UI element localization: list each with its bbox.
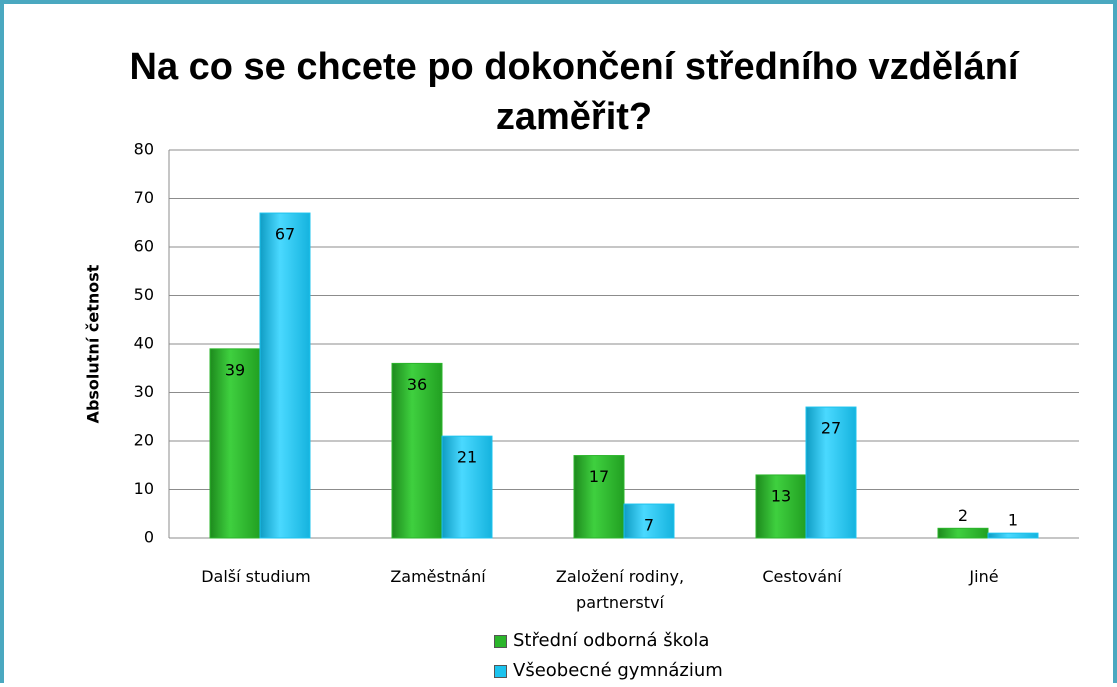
bar — [937, 527, 989, 539]
x-tick-label: Založení rodiny, partnerství — [555, 567, 685, 612]
bar — [755, 474, 807, 539]
bar — [623, 503, 675, 539]
y-tick-label: 20 — [134, 431, 154, 450]
legend: Střední odborná škola Všeobecné gymnázium — [494, 626, 723, 686]
legend-swatch — [494, 634, 507, 648]
y-tick-label: 50 — [134, 285, 154, 304]
data-label: 17 — [589, 467, 609, 486]
x-tick-label: Zaměstnání — [390, 567, 486, 586]
data-label: 21 — [457, 448, 477, 467]
x-tick-label: Jiné — [969, 567, 999, 586]
bar — [573, 455, 625, 539]
x-tick-label: Další studium — [201, 567, 311, 586]
legend-item: Střední odborná škola — [494, 626, 723, 656]
y-tick-label: 10 — [134, 479, 154, 498]
bar — [209, 348, 261, 539]
data-label: 1 — [1008, 511, 1018, 530]
legend-swatch — [494, 664, 507, 678]
bar — [441, 435, 493, 539]
bar — [987, 532, 1039, 539]
legend-label: Všeobecné gymnázium — [513, 660, 723, 681]
y-tick-label: 80 — [134, 140, 154, 159]
y-tick-label: 60 — [134, 237, 154, 256]
y-tick-label: 70 — [134, 188, 154, 207]
legend-item: Všeobecné gymnázium — [494, 656, 723, 686]
data-label: 13 — [771, 486, 791, 505]
bar — [805, 406, 857, 539]
data-label: 2 — [958, 506, 968, 525]
chart: Absolutní četnost 0 10 20 30 40 50 60 70 80 39 67 3… — [84, 140, 1079, 547]
legend-label: Střední odborná škola — [513, 630, 710, 651]
bar — [259, 212, 311, 539]
data-label: 67 — [275, 225, 295, 244]
y-tick-label: 0 — [144, 528, 154, 547]
data-label: 36 — [407, 375, 427, 394]
chart-title: Na co se chcete po dokončení středního v… — [129, 46, 1019, 138]
data-label: 7 — [644, 516, 654, 535]
x-tick-label: Cestování — [762, 567, 842, 586]
data-label: 39 — [225, 360, 245, 379]
y-axis-label: Absolutní četnost — [84, 264, 103, 423]
y-tick-label: 30 — [134, 382, 154, 401]
data-label: 27 — [821, 419, 841, 438]
y-tick-label: 40 — [134, 334, 154, 353]
